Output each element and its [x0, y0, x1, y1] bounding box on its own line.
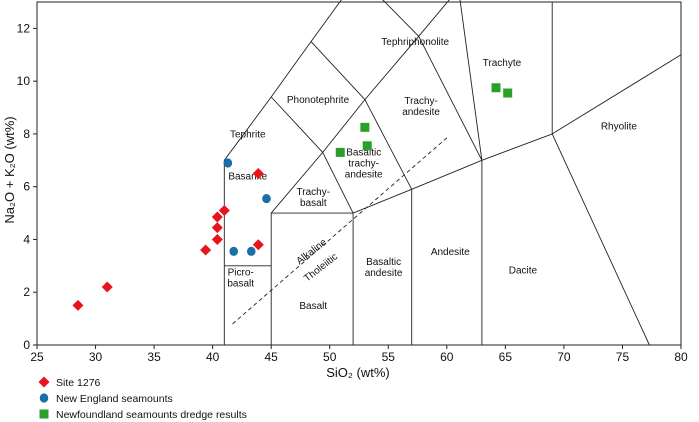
field-label: Trachy-: [297, 187, 331, 198]
data-point-series-1: [262, 193, 271, 204]
x-tick-label: 65: [499, 350, 513, 364]
axes: 25 30 35 40 45 50 55 60 65 70 75 80 0 2 4 6 8 10 12: [17, 1, 688, 364]
x-tick-label: 60: [440, 350, 454, 364]
y-axis-title: Na₂O + K₂O (wt%): [2, 116, 17, 223]
data-point-series-0: [211, 211, 223, 223]
field-boundary-line: [551, 54, 682, 135]
y-tick-label: 12: [17, 21, 31, 35]
x-axis-title: SiO₂ (wt%): [326, 365, 390, 380]
field-label: andesite: [345, 169, 383, 180]
field-label: Basaltic: [346, 147, 381, 158]
data-point-series-0: [211, 233, 223, 245]
field-label: Andesite: [431, 247, 470, 258]
field-boundary-line: [322, 152, 354, 214]
x-tick-label: 25: [30, 350, 44, 364]
legend-label: Newfoundland seamounts dredge results: [56, 409, 247, 421]
field-boundary-line: [270, 0, 450, 345]
legend-marker-0: [38, 376, 50, 388]
legend-marker-2: [39, 409, 49, 419]
data-point-series-2: [360, 122, 370, 132]
data-point-series-1: [223, 158, 233, 168]
data-point-series-0: [101, 281, 113, 293]
x-tick-label: 55: [382, 350, 396, 364]
x-tick-label: 70: [557, 350, 571, 364]
y-tick-label: 10: [17, 74, 31, 88]
data-point-series-0: [252, 168, 264, 179]
y-tick-label: 4: [23, 232, 30, 246]
field-label: basalt: [300, 198, 327, 209]
field-label: andesite: [402, 107, 440, 118]
y-tick-label: 0: [23, 338, 30, 352]
x-tick-label: 45: [265, 350, 279, 364]
field-label: Trachy-: [404, 96, 438, 107]
data-point-series-2: [503, 88, 513, 98]
y-tick-label: 6: [23, 180, 30, 194]
legend-label: Site 1276: [56, 377, 101, 389]
y-tick-label: 8: [23, 127, 30, 141]
field-label: Phonotephrite: [287, 95, 350, 106]
field-label: Tephrite: [230, 129, 266, 140]
field-label: Rhyolite: [601, 122, 638, 133]
x-tick-label: 30: [89, 350, 103, 364]
data-points: [72, 83, 513, 311]
field-boundary-line: [364, 99, 413, 190]
plot-frame: [36, 1, 682, 346]
data-point-series-0: [200, 244, 212, 256]
x-tick-label: 40: [206, 350, 220, 364]
field-label: Trachyte: [483, 58, 522, 69]
data-point-series-2: [335, 147, 345, 157]
alkaline-tholeiitic-divider: [232, 137, 448, 325]
x-tick-label: 75: [616, 350, 630, 364]
field-boundary-line: [352, 133, 650, 346]
field-label: Picro-: [228, 268, 254, 279]
field-label: Basanite: [228, 172, 267, 183]
data-point-series-1: [246, 246, 256, 256]
legend-label: New England seamounts: [56, 393, 173, 405]
y-tick-label: 2: [23, 285, 30, 299]
x-tick-label: 50: [323, 350, 337, 364]
data-point-series-2: [362, 141, 372, 151]
field-boundary-line: [382, 0, 420, 37]
field-boundary-line: [459, 0, 483, 161]
field-label: Tephriphonolite: [381, 37, 449, 48]
field-label: andesite: [365, 268, 403, 279]
field-boundary-line: [418, 36, 483, 161]
x-tick-label: 35: [147, 350, 161, 364]
x-tick-label: 80: [674, 350, 688, 364]
data-point-series-1: [229, 246, 239, 256]
field-boundary-line: [310, 41, 366, 100]
data-point-series-0: [218, 204, 230, 216]
legend-marker-1: [39, 393, 49, 403]
legend: Site 1276 New England seamounts Newfoundla…: [38, 376, 247, 421]
data-point-series-0: [72, 299, 84, 311]
classification-field-boundaries: [223, 0, 682, 346]
field-label: trachy-: [348, 158, 379, 169]
field-label: Basalt: [299, 301, 327, 312]
data-point-series-0: [211, 222, 223, 234]
data-point-series-0: [252, 239, 264, 251]
field-label: basalt: [227, 279, 254, 290]
classification-field-labels: Tephriphonolite Phonotephrite Trachy-andes…: [227, 37, 637, 312]
data-point-series-2: [491, 83, 501, 93]
field-label: Dacite: [509, 265, 538, 276]
field-label: Basaltic: [366, 257, 401, 268]
field-boundary-line: [270, 96, 324, 153]
